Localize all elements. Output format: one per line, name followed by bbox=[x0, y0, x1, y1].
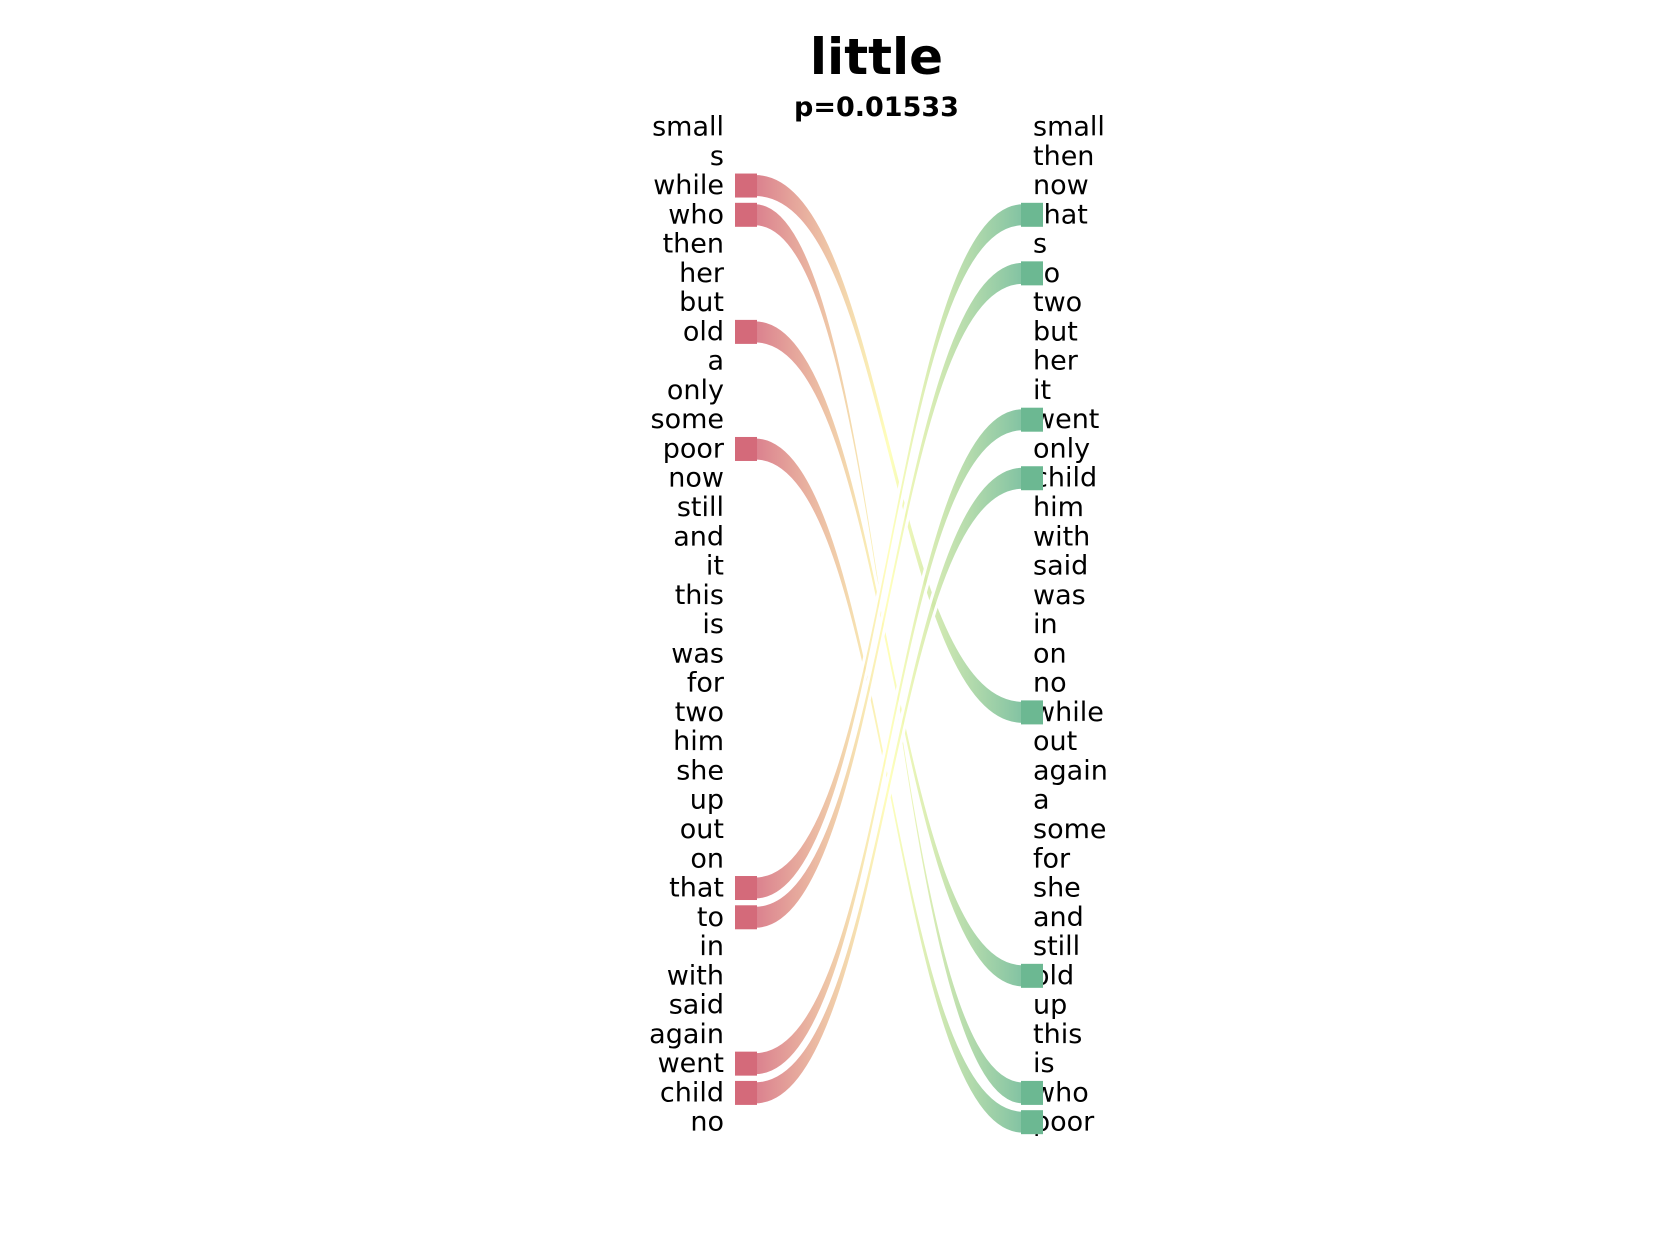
left-word-who: who bbox=[668, 199, 724, 230]
left-word-still: still bbox=[677, 492, 724, 523]
right-bar-that bbox=[1021, 202, 1043, 227]
left-word-to: to bbox=[697, 902, 724, 933]
right-word-went: went bbox=[1033, 404, 1099, 435]
right-bar-while bbox=[1021, 700, 1043, 725]
right-word-a: a bbox=[1033, 785, 1050, 816]
left-word-poor: poor bbox=[663, 433, 725, 464]
left-bar-poor bbox=[735, 436, 757, 461]
left-word-again: again bbox=[649, 1019, 724, 1050]
left-bar-went bbox=[735, 1051, 757, 1076]
right-bar-went bbox=[1021, 407, 1043, 432]
left-word-for: for bbox=[687, 668, 725, 699]
right-bar-to bbox=[1021, 261, 1043, 286]
right-bar-child bbox=[1021, 466, 1043, 491]
right-word-now: now bbox=[1033, 170, 1089, 201]
right-word-again: again bbox=[1033, 755, 1108, 786]
right-word-on: on bbox=[1033, 638, 1067, 669]
left-word-no: no bbox=[690, 1107, 724, 1138]
left-word-while: while bbox=[653, 170, 724, 201]
right-word-with: with bbox=[1033, 521, 1090, 552]
left-word-said: said bbox=[669, 990, 724, 1021]
chart-subtitle: p=0.01533 bbox=[794, 92, 959, 123]
right-word-then: then bbox=[1033, 141, 1094, 172]
right-word-this: this bbox=[1033, 1019, 1082, 1050]
left-word-only: only bbox=[667, 375, 724, 406]
left-word-old: old bbox=[683, 316, 724, 347]
right-word-two: two bbox=[1033, 287, 1082, 318]
left-word-and: and bbox=[673, 521, 724, 552]
right-word-but: but bbox=[1033, 316, 1078, 347]
left-word-now: now bbox=[668, 463, 724, 494]
left-word-small: small bbox=[652, 112, 724, 143]
left-bar-while bbox=[735, 173, 757, 198]
left-word-was: was bbox=[671, 638, 724, 669]
left-word-then: then bbox=[663, 229, 724, 260]
chart-title: little bbox=[809, 28, 944, 86]
left-word-it: it bbox=[706, 551, 724, 582]
right-word-out: out bbox=[1033, 726, 1077, 757]
left-word-but: but bbox=[679, 287, 724, 318]
right-bar-old bbox=[1021, 963, 1043, 988]
left-word-she: she bbox=[676, 755, 724, 786]
left-word-in: in bbox=[699, 931, 724, 962]
right-word-while: while bbox=[1033, 697, 1104, 728]
left-word-went: went bbox=[658, 1048, 724, 1079]
right-word-and: and bbox=[1033, 902, 1084, 933]
left-word-up: up bbox=[690, 785, 724, 816]
left-word-child: child bbox=[660, 1077, 724, 1108]
left-bar-that bbox=[735, 876, 757, 901]
right-word-only: only bbox=[1033, 433, 1090, 464]
right-word-poor: poor bbox=[1033, 1107, 1095, 1138]
right-word-child: child bbox=[1033, 463, 1097, 494]
left-word-some: some bbox=[651, 404, 725, 435]
right-word-for: for bbox=[1033, 843, 1071, 874]
right-bar-who bbox=[1021, 1080, 1043, 1105]
right-word-it: it bbox=[1033, 375, 1051, 406]
right-word-s: s bbox=[1033, 229, 1047, 260]
left-bar-who bbox=[735, 202, 757, 227]
left-word-two: two bbox=[675, 697, 724, 728]
left-word-that: that bbox=[669, 873, 724, 904]
left-bar-to bbox=[735, 905, 757, 930]
left-word-him: him bbox=[673, 726, 724, 757]
left-word-her: her bbox=[679, 258, 725, 289]
right-word-she: she bbox=[1033, 873, 1081, 904]
left-word-with: with bbox=[667, 960, 724, 991]
left-bar-old bbox=[735, 319, 757, 344]
right-word-small: small bbox=[1033, 112, 1105, 143]
left-word-on: on bbox=[690, 843, 724, 874]
right-word-her: her bbox=[1033, 346, 1079, 377]
right-word-in: in bbox=[1033, 609, 1058, 640]
right-word-still: still bbox=[1033, 931, 1080, 962]
left-word-out: out bbox=[680, 814, 724, 845]
right-word-was: was bbox=[1033, 580, 1086, 611]
left-word-a: a bbox=[707, 346, 724, 377]
right-bar-poor bbox=[1021, 1110, 1043, 1135]
left-word-s: s bbox=[710, 141, 724, 172]
right-word-no: no bbox=[1033, 668, 1067, 699]
right-word-is: is bbox=[1033, 1048, 1055, 1079]
right-word-said: said bbox=[1033, 551, 1088, 582]
right-word-him: him bbox=[1033, 492, 1084, 523]
left-bar-child bbox=[735, 1080, 757, 1105]
right-word-some: some bbox=[1033, 814, 1107, 845]
left-word-this: this bbox=[675, 580, 724, 611]
left-word-is: is bbox=[702, 609, 724, 640]
right-word-up: up bbox=[1033, 990, 1067, 1021]
